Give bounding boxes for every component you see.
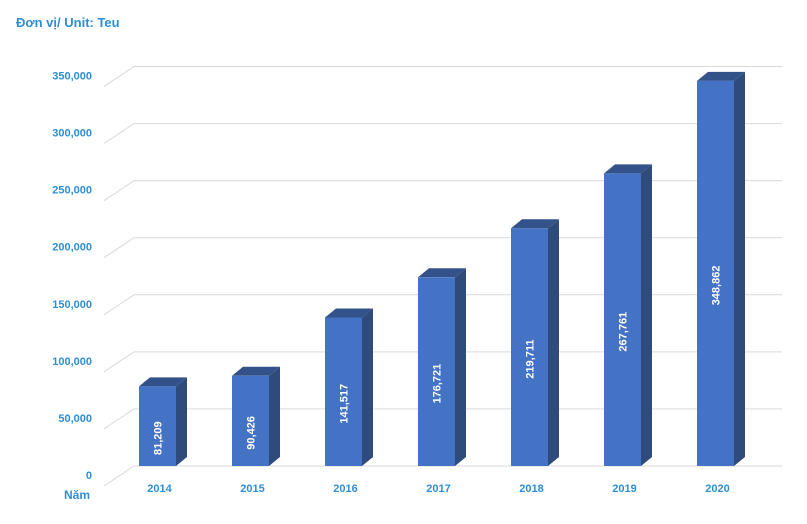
bar bbox=[418, 277, 455, 466]
bar-top-face bbox=[418, 268, 466, 278]
bar-value-label: 81,209 bbox=[153, 421, 165, 455]
gridline-depth bbox=[103, 123, 135, 145]
bar-side-face bbox=[362, 308, 373, 466]
bar-value-label: 90,426 bbox=[246, 416, 258, 450]
bar bbox=[511, 228, 548, 466]
x-tick-label: 2017 bbox=[426, 483, 450, 495]
x-tick-label: 2014 bbox=[147, 483, 172, 495]
bar-side-face bbox=[176, 377, 187, 466]
x-tick-label: 2018 bbox=[519, 483, 543, 495]
bar-top-face bbox=[604, 164, 652, 174]
y-tick-label: 150,000 bbox=[52, 299, 92, 311]
bar-side-face bbox=[455, 268, 466, 466]
y-tick-label: 50,000 bbox=[58, 413, 92, 425]
bar bbox=[325, 317, 362, 466]
gridline-depth bbox=[103, 351, 135, 373]
bar-value-label: 141,517 bbox=[339, 384, 351, 424]
x-tick-label: 2015 bbox=[240, 483, 264, 495]
gridline-depth bbox=[103, 465, 135, 487]
bar-side-face bbox=[548, 219, 559, 466]
gridline-depth bbox=[103, 294, 135, 316]
bar bbox=[604, 173, 641, 466]
bar bbox=[232, 375, 269, 466]
y-tick-label: 250,000 bbox=[52, 185, 92, 197]
y-tick-label: 200,000 bbox=[52, 242, 92, 254]
x-tick-label: 2016 bbox=[333, 483, 357, 495]
bar-value-label: 267,761 bbox=[618, 312, 630, 352]
bar-side-face bbox=[641, 164, 652, 466]
y-tick-label: 350,000 bbox=[52, 71, 92, 83]
bar-top-face bbox=[697, 71, 745, 81]
bar-top-face bbox=[511, 219, 559, 229]
gridline-depth bbox=[103, 180, 135, 202]
gridline-depth bbox=[103, 237, 135, 259]
bar-top-face bbox=[325, 308, 373, 318]
bar-value-label: 348,862 bbox=[711, 266, 723, 306]
unit-label: Đơn vị/ Unit: Teu bbox=[16, 15, 120, 30]
x-tick-label: 2020 bbox=[705, 483, 729, 495]
gridline-depth bbox=[103, 408, 135, 430]
x-tick-label: 2019 bbox=[612, 483, 636, 495]
bar-top-face bbox=[139, 377, 187, 387]
gridline-depth bbox=[103, 66, 135, 87]
y-tick-label: 0 bbox=[86, 470, 92, 482]
y-tick-label: 100,000 bbox=[52, 356, 92, 368]
y-tick-label: 300,000 bbox=[52, 128, 92, 140]
bar bbox=[697, 80, 734, 467]
x-axis-title: Năm bbox=[64, 488, 91, 502]
bar-value-label: 176,721 bbox=[432, 364, 444, 404]
bar-side-face bbox=[734, 71, 745, 467]
bar-value-label: 219,711 bbox=[525, 340, 537, 379]
bar-side-face bbox=[269, 366, 280, 466]
bar bbox=[139, 386, 176, 466]
bar-top-face bbox=[232, 366, 280, 376]
